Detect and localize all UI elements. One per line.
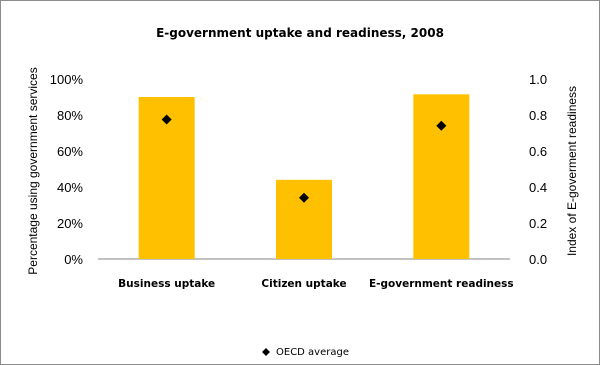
right-y-axis-label: Index of E-goverment readiness bbox=[565, 86, 579, 256]
oecd-average-marker bbox=[436, 120, 447, 131]
category-label: E-government readiness bbox=[369, 278, 514, 290]
oecd-average-marker bbox=[299, 192, 309, 203]
left-tick-label: 0% bbox=[64, 252, 83, 267]
bar bbox=[276, 179, 332, 259]
right-y-axis-ticks: 0.0 0.2 0.4 0.6 0.8 1.0 bbox=[529, 72, 547, 267]
right-tick-label: 0.4 bbox=[529, 180, 547, 195]
bar bbox=[413, 94, 470, 259]
left-tick-label: 20% bbox=[57, 216, 83, 231]
right-tick-label: 0.2 bbox=[529, 216, 547, 231]
legend-diamond-marker bbox=[262, 348, 270, 356]
chart-title: E-government uptake and readiness, 2008 bbox=[156, 26, 444, 40]
category-label: Citizen uptake bbox=[261, 278, 346, 290]
category-label: Business uptake bbox=[118, 278, 215, 290]
right-tick-label: 0.0 bbox=[529, 252, 547, 267]
category-labels: Business uptake Citizen uptake E-governmen… bbox=[118, 278, 514, 290]
legend-oecd-average: OECD average bbox=[276, 347, 349, 358]
left-tick-label: 40% bbox=[57, 180, 83, 195]
oecd-average-series bbox=[161, 114, 447, 203]
left-tick-label: 80% bbox=[57, 108, 83, 123]
right-tick-label: 1.0 bbox=[529, 72, 547, 87]
right-tick-label: 0.8 bbox=[529, 108, 547, 123]
oecd-average-marker bbox=[161, 114, 172, 125]
left-tick-label: 100% bbox=[50, 72, 84, 87]
left-y-axis-ticks: 0% 20% 40% 60% 80% 100% bbox=[50, 72, 84, 267]
left-tick-label: 60% bbox=[57, 144, 83, 159]
bar-series bbox=[138, 94, 470, 259]
right-tick-label: 0.6 bbox=[529, 144, 547, 159]
left-y-axis-label: Percentage using government services bbox=[26, 67, 40, 274]
legend: OECD average bbox=[262, 347, 349, 358]
